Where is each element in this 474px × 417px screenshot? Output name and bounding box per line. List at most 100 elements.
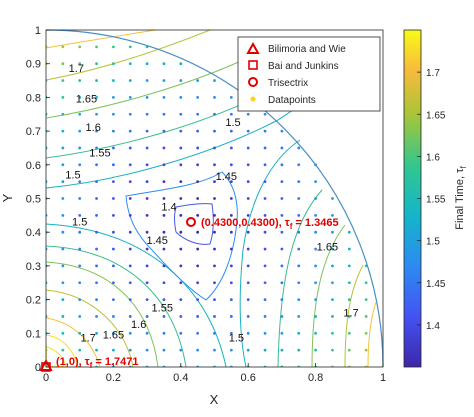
datapoint (145, 163, 149, 167)
contour-label: 1.5 (65, 169, 80, 181)
datapoint (112, 146, 115, 150)
datapoint (229, 180, 233, 184)
plot-area: 1.7 1.65 1.6 1.55 1.5 1.5 1.45 1.4 1.45 1.5 1.5 1.5… (46, 30, 383, 367)
datapoint (196, 213, 200, 217)
datapoint (263, 315, 267, 318)
datapoint (61, 213, 65, 217)
datapoint (128, 331, 132, 335)
datapoint (280, 315, 284, 318)
legend-dot-marker (250, 96, 256, 102)
colorbar-ticks: 1.4 1.45 1.5 1.55 1.6 1.65 1.7 (417, 68, 446, 332)
contour-label: 1.45 (146, 235, 167, 247)
datapoint (95, 298, 98, 301)
datapoint (280, 197, 284, 200)
datapoint (128, 247, 132, 251)
datapoint (78, 264, 82, 268)
datapoint (78, 298, 82, 301)
datapoint (196, 281, 200, 285)
datapoint (347, 281, 351, 285)
contour-label: 1.6 (86, 122, 101, 134)
datapoint (112, 62, 115, 66)
datapoint (364, 348, 368, 352)
datapoint (246, 146, 250, 150)
datapoint (196, 180, 200, 184)
datapoint (229, 230, 233, 234)
datapoint (61, 264, 65, 268)
datapoint (112, 79, 115, 82)
datapoint (112, 281, 115, 285)
datapoint (112, 264, 115, 268)
datapoint (246, 197, 250, 200)
contour-1.7-right (367, 301, 377, 367)
datapoint (229, 264, 233, 268)
contour-1.45 (125, 171, 238, 301)
datapoint (246, 213, 250, 217)
datapoint (263, 197, 267, 200)
datapoint (263, 129, 267, 133)
datapoint (78, 146, 82, 150)
datapoint (145, 213, 149, 217)
datapoint (246, 230, 250, 234)
datapoint (179, 197, 183, 200)
datapoint (196, 230, 200, 234)
datapoint (297, 348, 301, 352)
datapoint (213, 315, 216, 318)
datapoint (112, 45, 115, 49)
y-tick-label: 0.9 (26, 59, 41, 71)
datapoint (213, 230, 216, 234)
datapoint (95, 213, 98, 217)
datapoint (95, 247, 98, 251)
datapoint (95, 112, 98, 116)
datapoint (213, 112, 216, 116)
datapoint (95, 264, 98, 268)
contour-label: 1.5 (225, 117, 240, 129)
datapoint (196, 112, 200, 116)
datapoint (246, 129, 250, 133)
datapoint (246, 163, 250, 167)
legend-label-bilimoria: Bilimoria and Wie (268, 44, 346, 55)
datapoint (78, 112, 82, 116)
contour-label: 1.6 (131, 319, 146, 331)
contour-1.65-top (46, 30, 211, 81)
datapoint (331, 331, 334, 335)
datapoint (179, 230, 183, 234)
datapoint (145, 197, 149, 200)
datapoint (263, 298, 267, 301)
datapoint (196, 264, 200, 268)
datapoint (314, 230, 317, 234)
datapoint (280, 129, 284, 133)
trisectrix-marker (186, 217, 196, 227)
contour-label: 1.45 (216, 171, 237, 183)
datapoint (78, 331, 82, 335)
datapoint (347, 298, 351, 301)
contour-1.55-right (277, 189, 323, 367)
datapoint (229, 213, 233, 217)
datapoint (263, 348, 267, 352)
datapoint (145, 79, 149, 82)
special-points: (0.4300,0.4300), τf = 1.3465 (1,0), τf =… (39, 217, 339, 372)
datapoint (179, 298, 183, 301)
datapoint (331, 281, 334, 285)
datapoint (78, 230, 82, 234)
datapoint (78, 197, 82, 200)
colorbar-tick-label: 1.5 (426, 237, 440, 248)
datapoint (297, 281, 301, 285)
datapoint (196, 163, 200, 167)
datapoint (162, 281, 166, 285)
datapoint (128, 315, 132, 318)
datapoint (246, 180, 250, 184)
datapoint (179, 180, 183, 184)
datapoint (229, 348, 233, 352)
datapoint (128, 281, 132, 285)
x-tick-label: 0 (43, 372, 49, 384)
contour-1.7-top (46, 30, 156, 49)
datapoint (347, 315, 351, 318)
datapoint (213, 180, 216, 184)
datapoint (95, 96, 98, 99)
datapoint (297, 230, 301, 234)
datapoint (364, 298, 368, 301)
contour-1.55-bottom (46, 245, 187, 367)
contour-label: 1.7 (80, 333, 95, 345)
datapoint (95, 197, 98, 200)
datapoint (112, 180, 115, 184)
